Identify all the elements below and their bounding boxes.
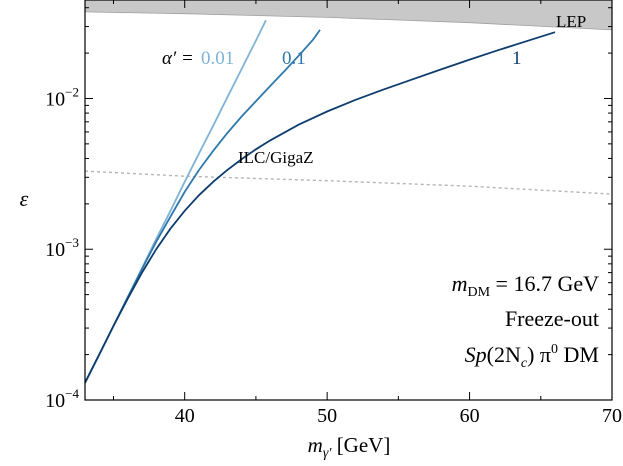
y-tick-label: 10−4 [45, 386, 79, 412]
annotation-freezeout: Freeze-out [505, 306, 599, 331]
x-axis-label: mγ′ [GeV] [308, 433, 391, 461]
lep-boundary [85, 11, 612, 31]
x-axis-label-unit: [GeV] [337, 433, 391, 457]
annotation-dm-type: Sp(2Nc) π0 DM [465, 342, 599, 371]
x-tick-label: 70 [602, 405, 622, 427]
annotation-mass: mDM = 16.7 GeV [452, 271, 600, 300]
axis-ticks [85, 0, 613, 401]
lep-label: LEP [556, 12, 586, 31]
x-tick-label: 60 [460, 405, 480, 427]
ilc-gigaz-label: ILC/GigaZ [238, 148, 314, 167]
plot-regions [85, 0, 612, 195]
series-line-1 [85, 29, 321, 384]
x-axis-label-main: m [308, 433, 323, 457]
lep-excluded-region [85, 0, 612, 30]
series-label-2: 1 [512, 48, 522, 69]
y-tick-label: 10−3 [45, 235, 79, 261]
x-axis-label-sub: γ′ [323, 446, 333, 461]
axis-tick-labels: 40 50 60 70 10−4 10−3 10−2 [45, 84, 622, 427]
y-axis-label: ε [20, 186, 29, 211]
series-line-2 [85, 31, 556, 384]
x-tick-label: 40 [175, 405, 195, 427]
series-label-1: 0.1 [282, 48, 306, 69]
series-label-0: 0.01 [201, 48, 234, 69]
y-tick-label: 10−2 [45, 84, 79, 110]
plot-frame [84, 0, 613, 401]
x-tick-label: 50 [317, 405, 337, 427]
ilc-gigaz-projection [85, 170, 612, 195]
alpha-label: α′ = [162, 48, 194, 69]
plot-curves [85, 19, 556, 384]
inline-labels: α′ = 0.01 0.1 1 ILC/GigaZ LEP [162, 12, 586, 167]
